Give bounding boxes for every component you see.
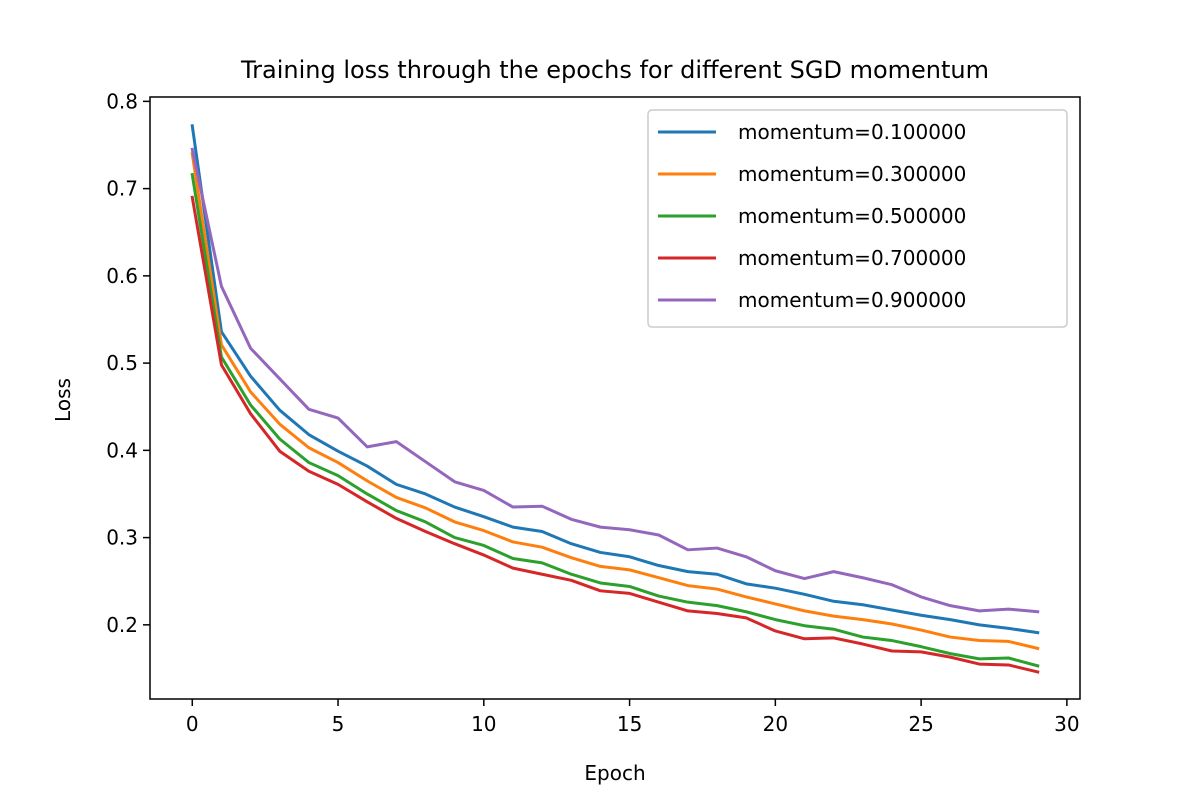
legend-box [647, 109, 1068, 328]
chart-title: Training loss through the epochs for dif… [240, 56, 989, 84]
series-line-5 [190, 147, 1040, 614]
x-tick-label: 0 [186, 712, 199, 736]
series-line-1 [190, 124, 1040, 635]
x-tick-label: 10 [471, 712, 496, 736]
x-tick-label: 25 [908, 712, 933, 736]
legend: momentum=0.100000 momentum=0.300000 moment… [647, 109, 1068, 328]
series-line-2 [190, 152, 1040, 651]
x-tick-label: 15 [617, 712, 642, 736]
y-tick-label: 0.6 [106, 264, 138, 288]
y-tick-label: 0.4 [106, 438, 138, 462]
y-tick-label: 0.8 [106, 89, 138, 113]
legend-label: momentum=0.500000 [738, 204, 966, 228]
series-lines [190, 124, 1040, 674]
y-axis: 0.2 0.3 0.4 0.5 0.6 0.7 0.8 [106, 89, 150, 637]
legend-label: momentum=0.900000 [738, 288, 966, 312]
x-tick-label: 30 [1054, 712, 1079, 736]
y-tick-label: 0.2 [106, 613, 138, 637]
legend-label: momentum=0.300000 [738, 162, 966, 186]
x-axis: 0 5 10 15 20 25 30 [186, 699, 1080, 736]
legend-label: momentum=0.700000 [738, 246, 966, 270]
y-tick-label: 0.5 [106, 351, 138, 375]
y-tick-label: 0.7 [106, 177, 138, 201]
legend-label: momentum=0.100000 [738, 120, 966, 144]
x-tick-label: 5 [332, 712, 345, 736]
y-tick-label: 0.3 [106, 526, 138, 550]
y-axis-label: Loss [51, 378, 75, 422]
axes-frame [149, 96, 1081, 700]
series-line-4 [190, 195, 1040, 674]
x-axis-label: Epoch [584, 761, 645, 785]
x-tick-label: 20 [763, 712, 788, 736]
series-line-3 [190, 172, 1040, 668]
